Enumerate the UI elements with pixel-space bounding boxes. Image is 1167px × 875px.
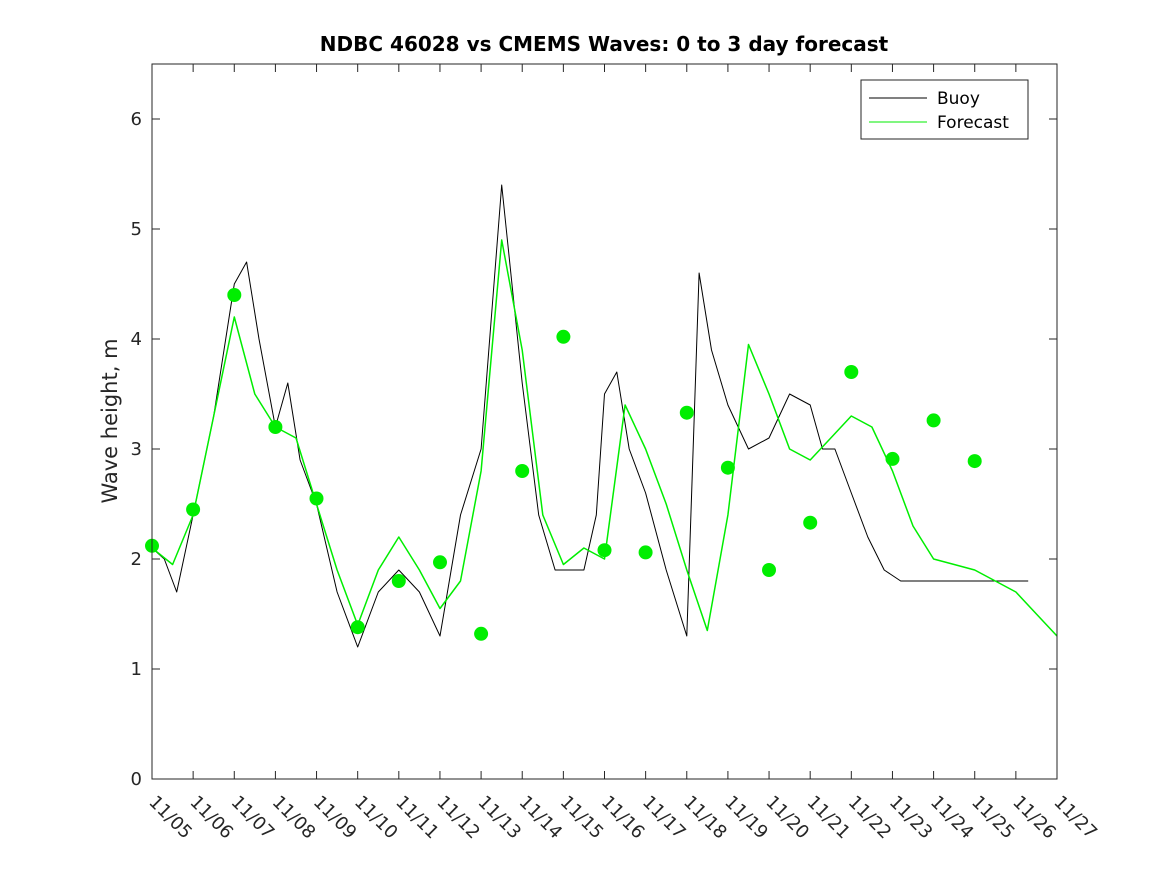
forecast-marker-point — [227, 288, 242, 302]
forecast-marker-point — [433, 555, 447, 570]
x-tick-label: 11/09 — [309, 792, 361, 844]
y-tick-label: 4 — [131, 329, 142, 350]
plot-area — [152, 64, 1057, 779]
x-tick-label: 11/26 — [1008, 792, 1060, 844]
forecast-marker-point — [515, 464, 530, 478]
x-tick-label: 11/18 — [679, 792, 731, 844]
x-tick-label: 11/12 — [432, 792, 484, 844]
forecast-marker-point — [720, 460, 735, 475]
marker-group — [145, 288, 982, 641]
y-tick-label: 1 — [131, 659, 142, 680]
forecast-marker-point — [638, 545, 653, 560]
x-tick-label: 11/21 — [803, 792, 855, 844]
legend-forecast-label: Forecast — [937, 113, 1009, 133]
forecast-marker-point — [926, 413, 941, 428]
forecast-marker-point — [350, 620, 365, 635]
y-axis-label: Wave height, m — [98, 338, 122, 503]
forecast-marker-point — [268, 420, 283, 434]
forecast-marker-point — [844, 365, 859, 379]
x-tick-label: 11/19 — [720, 792, 772, 844]
y-tick-label: 5 — [131, 219, 142, 240]
x-tick-label: 11/22 — [844, 792, 896, 844]
plot-frame — [151, 63, 1058, 780]
y-tick-label: 6 — [131, 109, 142, 130]
forecast-marker-point — [391, 574, 406, 588]
series-buoy-line — [151, 184, 1029, 648]
chart-title: NDBC 46028 vs CMEMS Waves: 0 to 3 day fo… — [320, 32, 889, 56]
x-tick-label: 11/24 — [926, 792, 978, 844]
y-tick-label: 2 — [131, 549, 142, 570]
legend-box — [860, 79, 1029, 140]
x-tick-label: 11/05 — [144, 792, 196, 844]
x-tick-label: 11/14 — [515, 792, 567, 844]
legend: Buoy Forecast — [860, 79, 1029, 140]
x-tick-label: 11/07 — [227, 792, 279, 844]
y-tick-label: 0 — [131, 769, 142, 790]
forecast-marker-point — [679, 405, 694, 420]
forecast-marker-point — [885, 451, 900, 466]
x-tick-label: 11/10 — [350, 792, 402, 844]
forecast-marker-point — [186, 502, 201, 517]
x-tick-label: 11/20 — [762, 792, 814, 844]
series-group — [151, 184, 1058, 648]
legend-buoy-label: Buoy — [937, 89, 980, 109]
series-forecast-line — [151, 239, 1058, 637]
forecast-marker-point — [762, 563, 776, 577]
x-tick-label: 11/16 — [597, 792, 649, 844]
forecast-marker-point — [803, 515, 818, 530]
x-tick-label: 11/13 — [474, 792, 526, 844]
x-tick-label: 11/11 — [391, 792, 443, 844]
x-tick-label: 11/23 — [885, 792, 937, 844]
forecast-marker-point — [556, 329, 571, 344]
forecast-marker-point — [967, 454, 982, 469]
forecast-marker-point — [474, 626, 489, 641]
x-tick-label: 11/17 — [638, 792, 690, 844]
forecast-marker-point — [309, 491, 324, 506]
x-tick-label: 11/15 — [556, 792, 608, 844]
x-tick-label: 11/27 — [1049, 792, 1101, 844]
y-tick-label: 3 — [131, 439, 142, 460]
forecast-marker-point — [597, 543, 612, 558]
x-tick-label: 11/25 — [967, 792, 1019, 844]
x-tick-label: 11/06 — [186, 792, 238, 844]
x-tick-label: 11/08 — [268, 792, 320, 844]
